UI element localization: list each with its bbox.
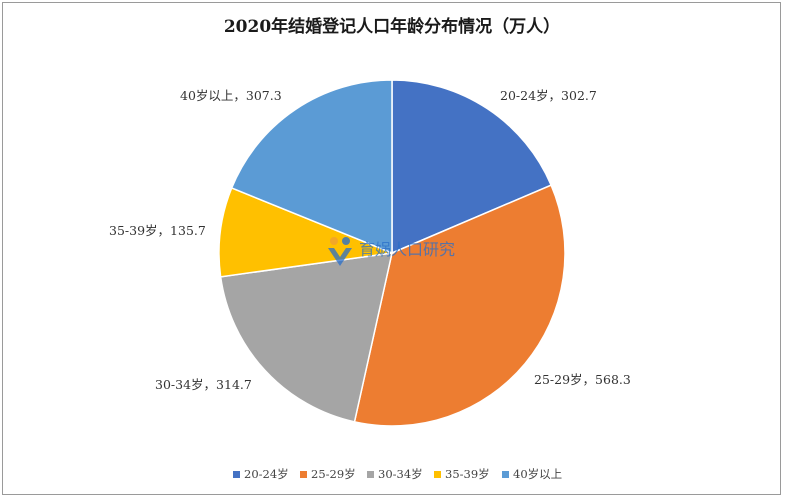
chart-title: 2020年结婚登记人口年龄分布情况（万人） xyxy=(224,16,560,37)
pie-chart: 2020年结婚登记人口年龄分布情况（万人） 20-24岁，302.7 25-29岁… xyxy=(109,16,631,481)
legend-item-4: 35-39岁 xyxy=(434,467,490,481)
legend-label-4: 35-39岁 xyxy=(445,467,490,481)
legend-item-1: 20-24岁 xyxy=(233,467,289,481)
data-labels: 20-24岁，302.7 25-29岁，568.3 30-34岁，314.7 35-3… xyxy=(109,88,631,392)
legend-label-2: 25-29岁 xyxy=(311,467,356,481)
pie-slice-3 xyxy=(219,252,393,423)
legend-item-2: 25-29岁 xyxy=(300,467,356,481)
pie-slice-2 xyxy=(353,184,566,427)
legend-swatch-3 xyxy=(367,471,374,478)
data-label-1: 20-24岁，302.7 xyxy=(500,88,597,103)
legend-label-3: 30-34岁 xyxy=(378,467,423,481)
watermark: 育娲人口研究 xyxy=(328,237,455,266)
legend-item-5: 40岁以上 xyxy=(502,467,562,481)
data-label-3: 30-34岁，314.7 xyxy=(155,377,252,392)
data-label-2: 25-29岁，568.3 xyxy=(534,372,631,387)
pie-slice-5 xyxy=(230,79,393,255)
legend-label-5: 40岁以上 xyxy=(513,467,562,481)
legend-swatch-2 xyxy=(300,471,307,478)
data-label-4: 35-39岁，135.7 xyxy=(109,223,206,238)
legend: 20-24岁 25-29岁 30-34岁 35-39岁 40岁以上 xyxy=(233,467,562,481)
legend-swatch-4 xyxy=(434,471,441,478)
legend-label-1: 20-24岁 xyxy=(244,467,289,481)
watermark-text: 育娲人口研究 xyxy=(359,240,455,259)
legend-swatch-5 xyxy=(502,471,509,478)
yuwa-logo-icon xyxy=(328,237,352,266)
pie-slices xyxy=(218,79,566,427)
legend-item-3: 30-34岁 xyxy=(367,467,423,481)
data-label-5: 40岁以上，307.3 xyxy=(180,88,282,103)
pie-slice-4 xyxy=(218,187,395,278)
pie-slice-1 xyxy=(391,79,553,255)
legend-swatch-1 xyxy=(233,471,240,478)
